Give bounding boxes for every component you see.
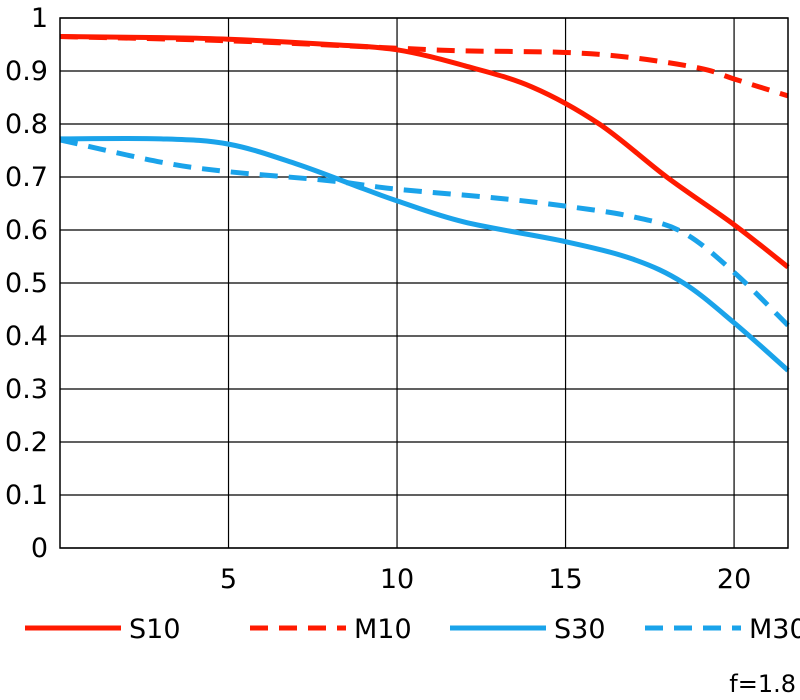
- x-tick-label: 15: [548, 564, 582, 595]
- y-tick-label: 0.4: [5, 321, 48, 352]
- y-tick-label: 0: [31, 533, 48, 564]
- legend-label-s30: S30: [554, 614, 606, 645]
- series-line-m10: [59, 34, 789, 99]
- y-tick-label: 0.9: [5, 56, 48, 87]
- y-tick-label: 0.6: [5, 215, 48, 246]
- plot-frame: [59, 17, 789, 549]
- series-line-m30: [59, 137, 790, 328]
- series-line-s10: [59, 34, 790, 270]
- y-tick-label: 0.8: [5, 109, 48, 140]
- legend-label-s10: S10: [129, 614, 181, 645]
- legend-label-m30: M30: [749, 614, 800, 645]
- y-tick-label: 0.2: [5, 427, 48, 458]
- series-line-s30: [59, 135, 790, 373]
- legend-label-m10: M10: [354, 614, 412, 645]
- legend: S10 M10 S30 M30: [25, 614, 800, 645]
- y-tick-label: 0.3: [5, 374, 48, 405]
- y-tick-label: 0.7: [5, 162, 48, 193]
- x-axis-tick-labels: 5 10 15 20: [220, 564, 751, 595]
- y-tick-label: 1: [31, 3, 48, 34]
- y-tick-label: 0.1: [5, 480, 48, 511]
- x-tick-label: 5: [220, 564, 237, 595]
- y-axis-tick-labels: 0 0.1 0.2 0.3 0.4 0.5 0.6 0.7 0.8 0.9 1: [5, 3, 48, 564]
- y-tick-label: 0.5: [5, 268, 48, 299]
- aperture-note: f=1.8: [729, 670, 796, 698]
- x-tick-label: 20: [717, 564, 751, 595]
- series-lines: [59, 34, 790, 373]
- x-tick-label: 10: [380, 564, 414, 595]
